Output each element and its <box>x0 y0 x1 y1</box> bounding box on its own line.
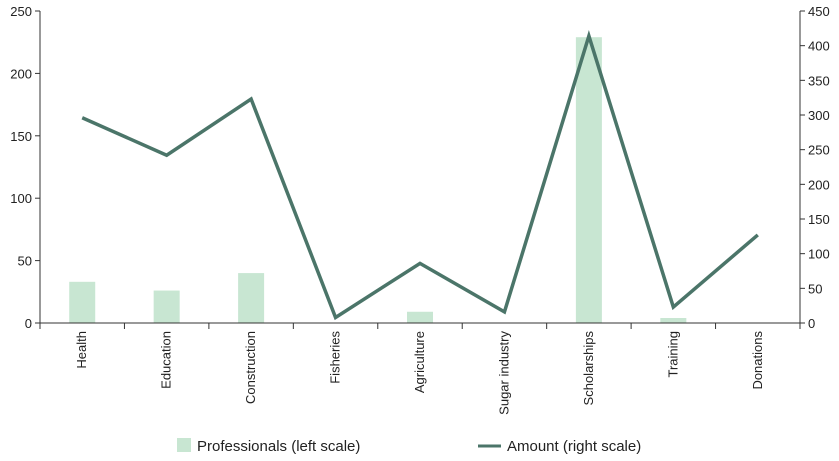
x-tick-label: Fisheries <box>328 331 343 384</box>
x-tick-label: Donations <box>750 331 765 390</box>
x-axis: Health Education Construction Fisheries Agri… <box>39 322 801 415</box>
x-tick-label: Sugar industry <box>496 331 511 415</box>
bar-construction <box>238 273 265 323</box>
left-tick-label: 200 <box>10 66 32 81</box>
left-tick-label: 0 <box>25 316 32 331</box>
x-tick-label: Health <box>74 331 89 369</box>
right-tick-label: 100 <box>808 247 830 262</box>
bar-training <box>660 318 687 323</box>
bar-agriculture <box>407 311 433 323</box>
left-tick-label: 100 <box>10 191 32 206</box>
left-tick-label: 150 <box>10 129 32 144</box>
right-tick-label: 450 <box>808 4 830 19</box>
right-tick-label: 50 <box>808 281 822 296</box>
right-tick-label: 400 <box>808 39 830 54</box>
left-tick-label: 250 <box>10 4 32 19</box>
line-series-amount <box>81 30 759 321</box>
bar-series-professionals <box>69 37 687 323</box>
x-tick-label: Education <box>159 331 174 389</box>
legend-swatch-professionals <box>177 438 191 452</box>
left-tick-label: 50 <box>18 254 32 269</box>
amount-line <box>81 30 759 321</box>
right-tick-label: 150 <box>808 212 830 227</box>
right-axis: 0 50 100 150 200 250 300 350 400 450 <box>799 4 830 331</box>
legend-label-professionals: Professionals (left scale) <box>197 438 360 455</box>
x-tick-label: Training <box>665 331 680 377</box>
right-tick-label: 200 <box>808 177 830 192</box>
right-tick-label: 300 <box>808 108 830 123</box>
bar-education <box>153 290 180 323</box>
legend-label-amount: Amount (right scale) <box>507 438 641 455</box>
right-tick-label: 350 <box>808 73 830 88</box>
bar-scholarships <box>575 37 602 323</box>
left-axis: 0 50 100 150 200 250 <box>10 4 41 331</box>
right-tick-label: 250 <box>808 143 830 158</box>
x-tick-label: Construction <box>243 331 258 404</box>
bar-health <box>69 281 96 323</box>
x-tick-label: Scholarships <box>581 331 596 406</box>
right-tick-label: 0 <box>808 316 815 331</box>
x-tick-label: Agriculture <box>412 331 427 393</box>
legend: Professionals (left scale) Amount (right… <box>177 438 641 455</box>
